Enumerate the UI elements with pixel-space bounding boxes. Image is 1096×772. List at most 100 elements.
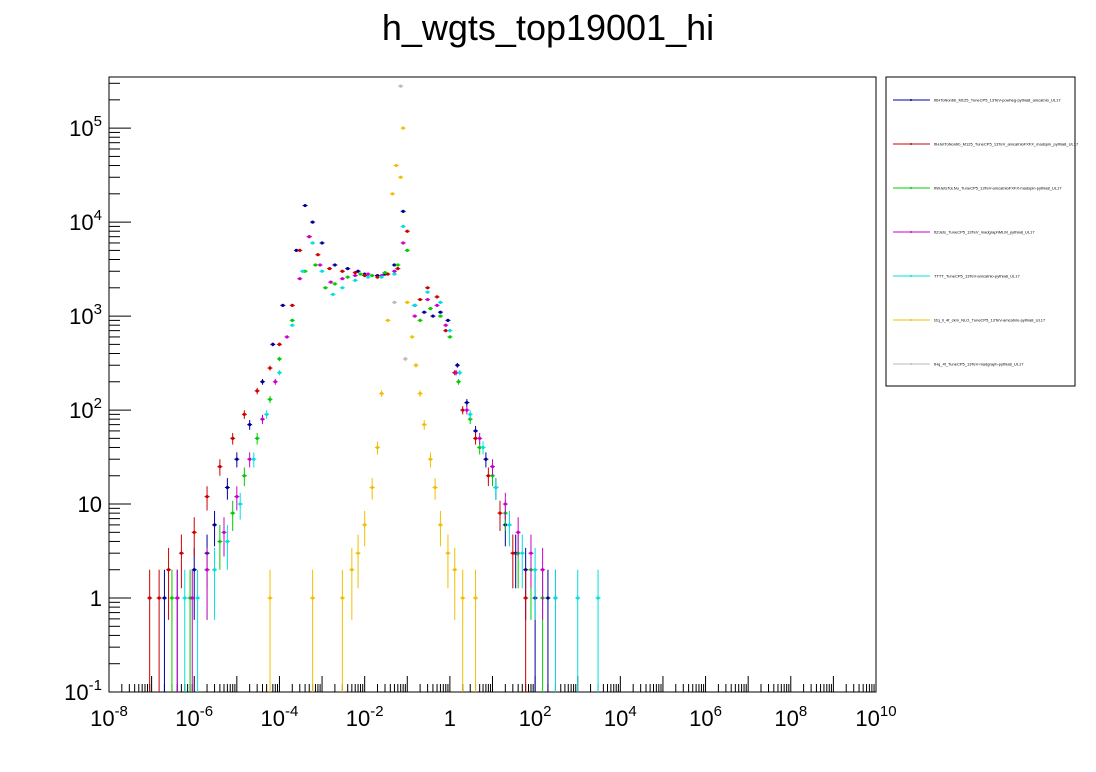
data-point: [520, 551, 524, 555]
data-point: [410, 335, 414, 339]
chart-title: h_wgts_top19001_hi: [382, 7, 714, 48]
data-point: [162, 596, 167, 600]
data-point: [277, 371, 282, 375]
data-point: [428, 307, 433, 311]
x-tick-label-exp: 10: [880, 703, 897, 720]
data-point: [340, 269, 344, 273]
y-tick-label-base: 10: [69, 398, 93, 423]
data-point: [265, 412, 269, 416]
legend-label: ttHJetToNonbb_M125_TuneCP5_13TeV_amcatnl…: [934, 142, 1079, 147]
data-point: [290, 303, 294, 307]
data-point: [235, 495, 239, 499]
x-tick-label: 10-2: [346, 703, 384, 731]
data-point: [461, 408, 465, 412]
x-tick-label-exp: -4: [285, 703, 298, 720]
data-point: [465, 401, 469, 405]
x-tick-label: 104: [604, 703, 637, 731]
x-tick-label: 102: [519, 703, 552, 731]
data-point: [307, 235, 311, 239]
data-point: [356, 551, 360, 555]
data-point: [190, 596, 194, 600]
data-point: [192, 530, 196, 534]
y-tick-label: 102: [69, 395, 102, 423]
data-point: [435, 295, 439, 299]
data-point: [435, 303, 439, 307]
data-point: [346, 267, 350, 271]
data-point: [205, 568, 209, 572]
data-point: [356, 269, 360, 273]
plot-frame: [108, 76, 877, 693]
data-point: [428, 457, 433, 461]
x-tick-label-base: 1: [444, 706, 456, 731]
x-tick-label: 1: [444, 706, 456, 731]
data-point: [350, 568, 354, 572]
data-point: [218, 465, 222, 469]
x-tick-label-exp: -6: [200, 703, 213, 720]
data-point: [453, 568, 457, 572]
data-point: [503, 502, 507, 506]
series-3: [174, 235, 558, 692]
data-point: [576, 596, 580, 600]
legend-marker: [910, 319, 912, 321]
data-point: [290, 318, 294, 322]
data-point: [507, 523, 512, 527]
data-point: [212, 568, 217, 572]
legend-label: tZq_ll_4f_ckm_NLO_TuneCP5_13TeV-amcatnlo…: [934, 318, 1046, 323]
data-point: [418, 391, 422, 396]
data-point: [446, 551, 450, 555]
legend-label: ttZJets_TuneCP5_13TeV_madgraphMLM_pythia…: [934, 230, 1035, 235]
y-tick-label-base: 10: [69, 304, 93, 329]
data-point: [323, 286, 328, 290]
data-point: [390, 192, 395, 196]
data-point: [426, 297, 430, 302]
data-point: [252, 457, 256, 461]
data-point: [418, 297, 422, 302]
data-point: [212, 523, 217, 527]
data-marks: [147, 84, 601, 692]
data-point: [370, 485, 374, 490]
data-point: [268, 596, 272, 600]
y-tick-label: 105: [69, 113, 102, 141]
data-point: [553, 596, 558, 600]
data-point: [473, 596, 478, 600]
data-point: [418, 318, 422, 322]
data-point: [340, 277, 344, 281]
data-point: [396, 263, 400, 267]
data-point: [242, 412, 246, 416]
data-point: [486, 474, 490, 478]
y-tick-label: 104: [69, 207, 102, 235]
data-point: [433, 485, 437, 490]
data-point: [399, 175, 403, 179]
data-point: [268, 366, 272, 370]
x-tick-label: 108: [774, 703, 807, 731]
data-point: [238, 502, 242, 506]
data-point: [478, 436, 482, 440]
data-point: [290, 323, 294, 327]
data-point: [392, 269, 397, 273]
y-tick-label: 103: [69, 301, 102, 329]
data-point: [461, 596, 465, 600]
data-point: [303, 203, 307, 208]
data-point: [358, 272, 363, 276]
data-point: [473, 429, 478, 433]
data-point: [473, 436, 478, 440]
legend-marker: [910, 231, 912, 233]
data-point: [448, 329, 452, 333]
data-point: [327, 267, 332, 271]
series-1: [147, 229, 529, 692]
data-point: [192, 568, 196, 572]
x-tick-label: 106: [689, 703, 722, 731]
data-point: [454, 371, 458, 375]
data-point: [242, 474, 246, 478]
data-point: [248, 457, 252, 461]
data-point: [438, 523, 443, 527]
x-tick-label-exp: 6: [714, 703, 722, 720]
x-tick-label-base: 10: [774, 706, 798, 731]
data-point: [311, 241, 315, 245]
legend-marker: [910, 275, 912, 277]
legend-marker: [910, 99, 912, 101]
series-5: [267, 126, 479, 692]
data-point: [422, 423, 426, 427]
data-point: [235, 457, 239, 461]
